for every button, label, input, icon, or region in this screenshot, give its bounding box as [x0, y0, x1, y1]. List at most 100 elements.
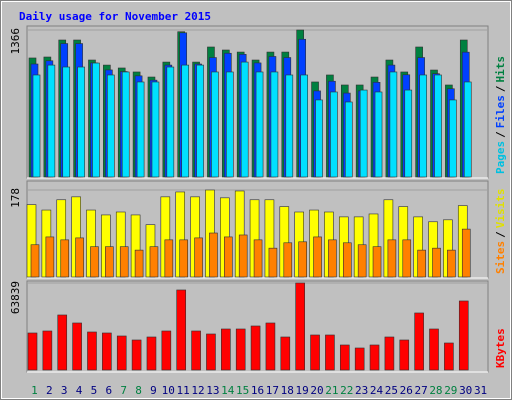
bar	[434, 74, 442, 178]
x-tick-label: 9	[150, 384, 157, 397]
legend-entry: Hits	[494, 56, 507, 83]
bar	[444, 342, 454, 371]
bar	[342, 242, 352, 278]
x-tick-label: 7	[120, 384, 127, 397]
bar	[45, 236, 55, 278]
x-tick-label: 15	[236, 384, 249, 397]
bar	[194, 237, 203, 278]
bar	[30, 244, 40, 278]
bar	[419, 74, 427, 178]
bar	[325, 334, 335, 371]
bar	[270, 71, 279, 178]
bar	[87, 331, 97, 371]
bar	[134, 249, 144, 278]
bar	[32, 74, 41, 178]
x-tick-label: 6	[105, 384, 112, 397]
bar	[384, 336, 395, 371]
bar	[176, 289, 187, 371]
bar	[226, 71, 234, 178]
bar	[458, 300, 469, 371]
bar	[357, 244, 367, 278]
x-tick-label: 11	[177, 384, 190, 397]
x-tick-label: 8	[135, 384, 142, 397]
x-tick-label: 29	[444, 384, 457, 397]
bar	[149, 246, 159, 278]
legend-entry: Sites	[494, 241, 507, 274]
bar	[131, 339, 142, 371]
bar	[42, 330, 53, 371]
legend-separator: /	[494, 231, 507, 238]
bar	[359, 89, 368, 178]
x-tick-label: 3	[61, 384, 68, 397]
x-tick-label: 12	[191, 384, 204, 397]
bar	[268, 247, 278, 278]
bar	[429, 328, 439, 371]
bar	[463, 81, 472, 178]
x-tick-label: 19	[295, 384, 308, 397]
bar	[402, 239, 412, 278]
bar	[62, 66, 71, 178]
bar	[238, 234, 248, 278]
bar	[374, 91, 383, 178]
bar	[404, 89, 413, 178]
bar	[255, 71, 264, 178]
bar	[151, 81, 160, 178]
bar	[224, 236, 233, 278]
bar	[283, 242, 293, 278]
x-tick-label: 2	[46, 384, 53, 397]
bar	[75, 237, 84, 278]
chart-title: Daily usage for November 2015	[19, 10, 211, 23]
bar	[27, 332, 38, 371]
x-tick-label: 25	[385, 384, 398, 397]
bar	[166, 66, 175, 178]
x-tick-label: 10	[162, 384, 175, 397]
bar	[313, 236, 322, 278]
legend: KBytes	[494, 328, 507, 368]
bar	[57, 314, 68, 371]
legend: Sites / Visits	[494, 189, 507, 275]
legend-entry: KBytes	[494, 328, 507, 368]
legend-entry: Files	[494, 95, 507, 128]
y-tick-label: 1366	[9, 28, 22, 55]
bar	[300, 74, 308, 178]
y-tick-label: 178	[9, 188, 22, 208]
legend-separator: /	[494, 85, 507, 92]
bar	[285, 74, 294, 178]
bar	[105, 246, 114, 278]
bar	[339, 344, 350, 371]
x-tick-label: 17	[266, 384, 279, 397]
legend-separator: /	[494, 131, 507, 138]
x-tick-label: 24	[370, 384, 384, 397]
bar	[116, 335, 127, 371]
bar	[47, 64, 56, 178]
x-tick-label: 4	[76, 384, 83, 397]
bar	[344, 101, 353, 178]
bar	[119, 246, 129, 278]
bar	[447, 249, 456, 278]
bar	[164, 239, 174, 278]
bar	[107, 74, 115, 178]
bar	[417, 249, 426, 278]
bar	[449, 99, 457, 178]
legend-entry: Visits	[494, 189, 507, 229]
x-tick-label: 31	[474, 384, 487, 397]
bar	[121, 71, 130, 178]
bar	[179, 239, 189, 278]
bar	[295, 282, 305, 371]
legend-entry: Pages	[494, 141, 507, 174]
bar	[250, 325, 261, 371]
x-tick-label: 30	[459, 384, 472, 397]
bar	[191, 330, 201, 371]
bar	[369, 344, 380, 371]
x-tick-label: 27	[414, 384, 427, 397]
bar	[387, 239, 397, 278]
bar	[389, 71, 398, 178]
bar	[461, 228, 471, 278]
bar	[298, 241, 307, 278]
bar	[315, 99, 323, 178]
bar	[354, 347, 365, 371]
x-tick-label: 23	[355, 384, 368, 397]
bar	[253, 239, 263, 278]
